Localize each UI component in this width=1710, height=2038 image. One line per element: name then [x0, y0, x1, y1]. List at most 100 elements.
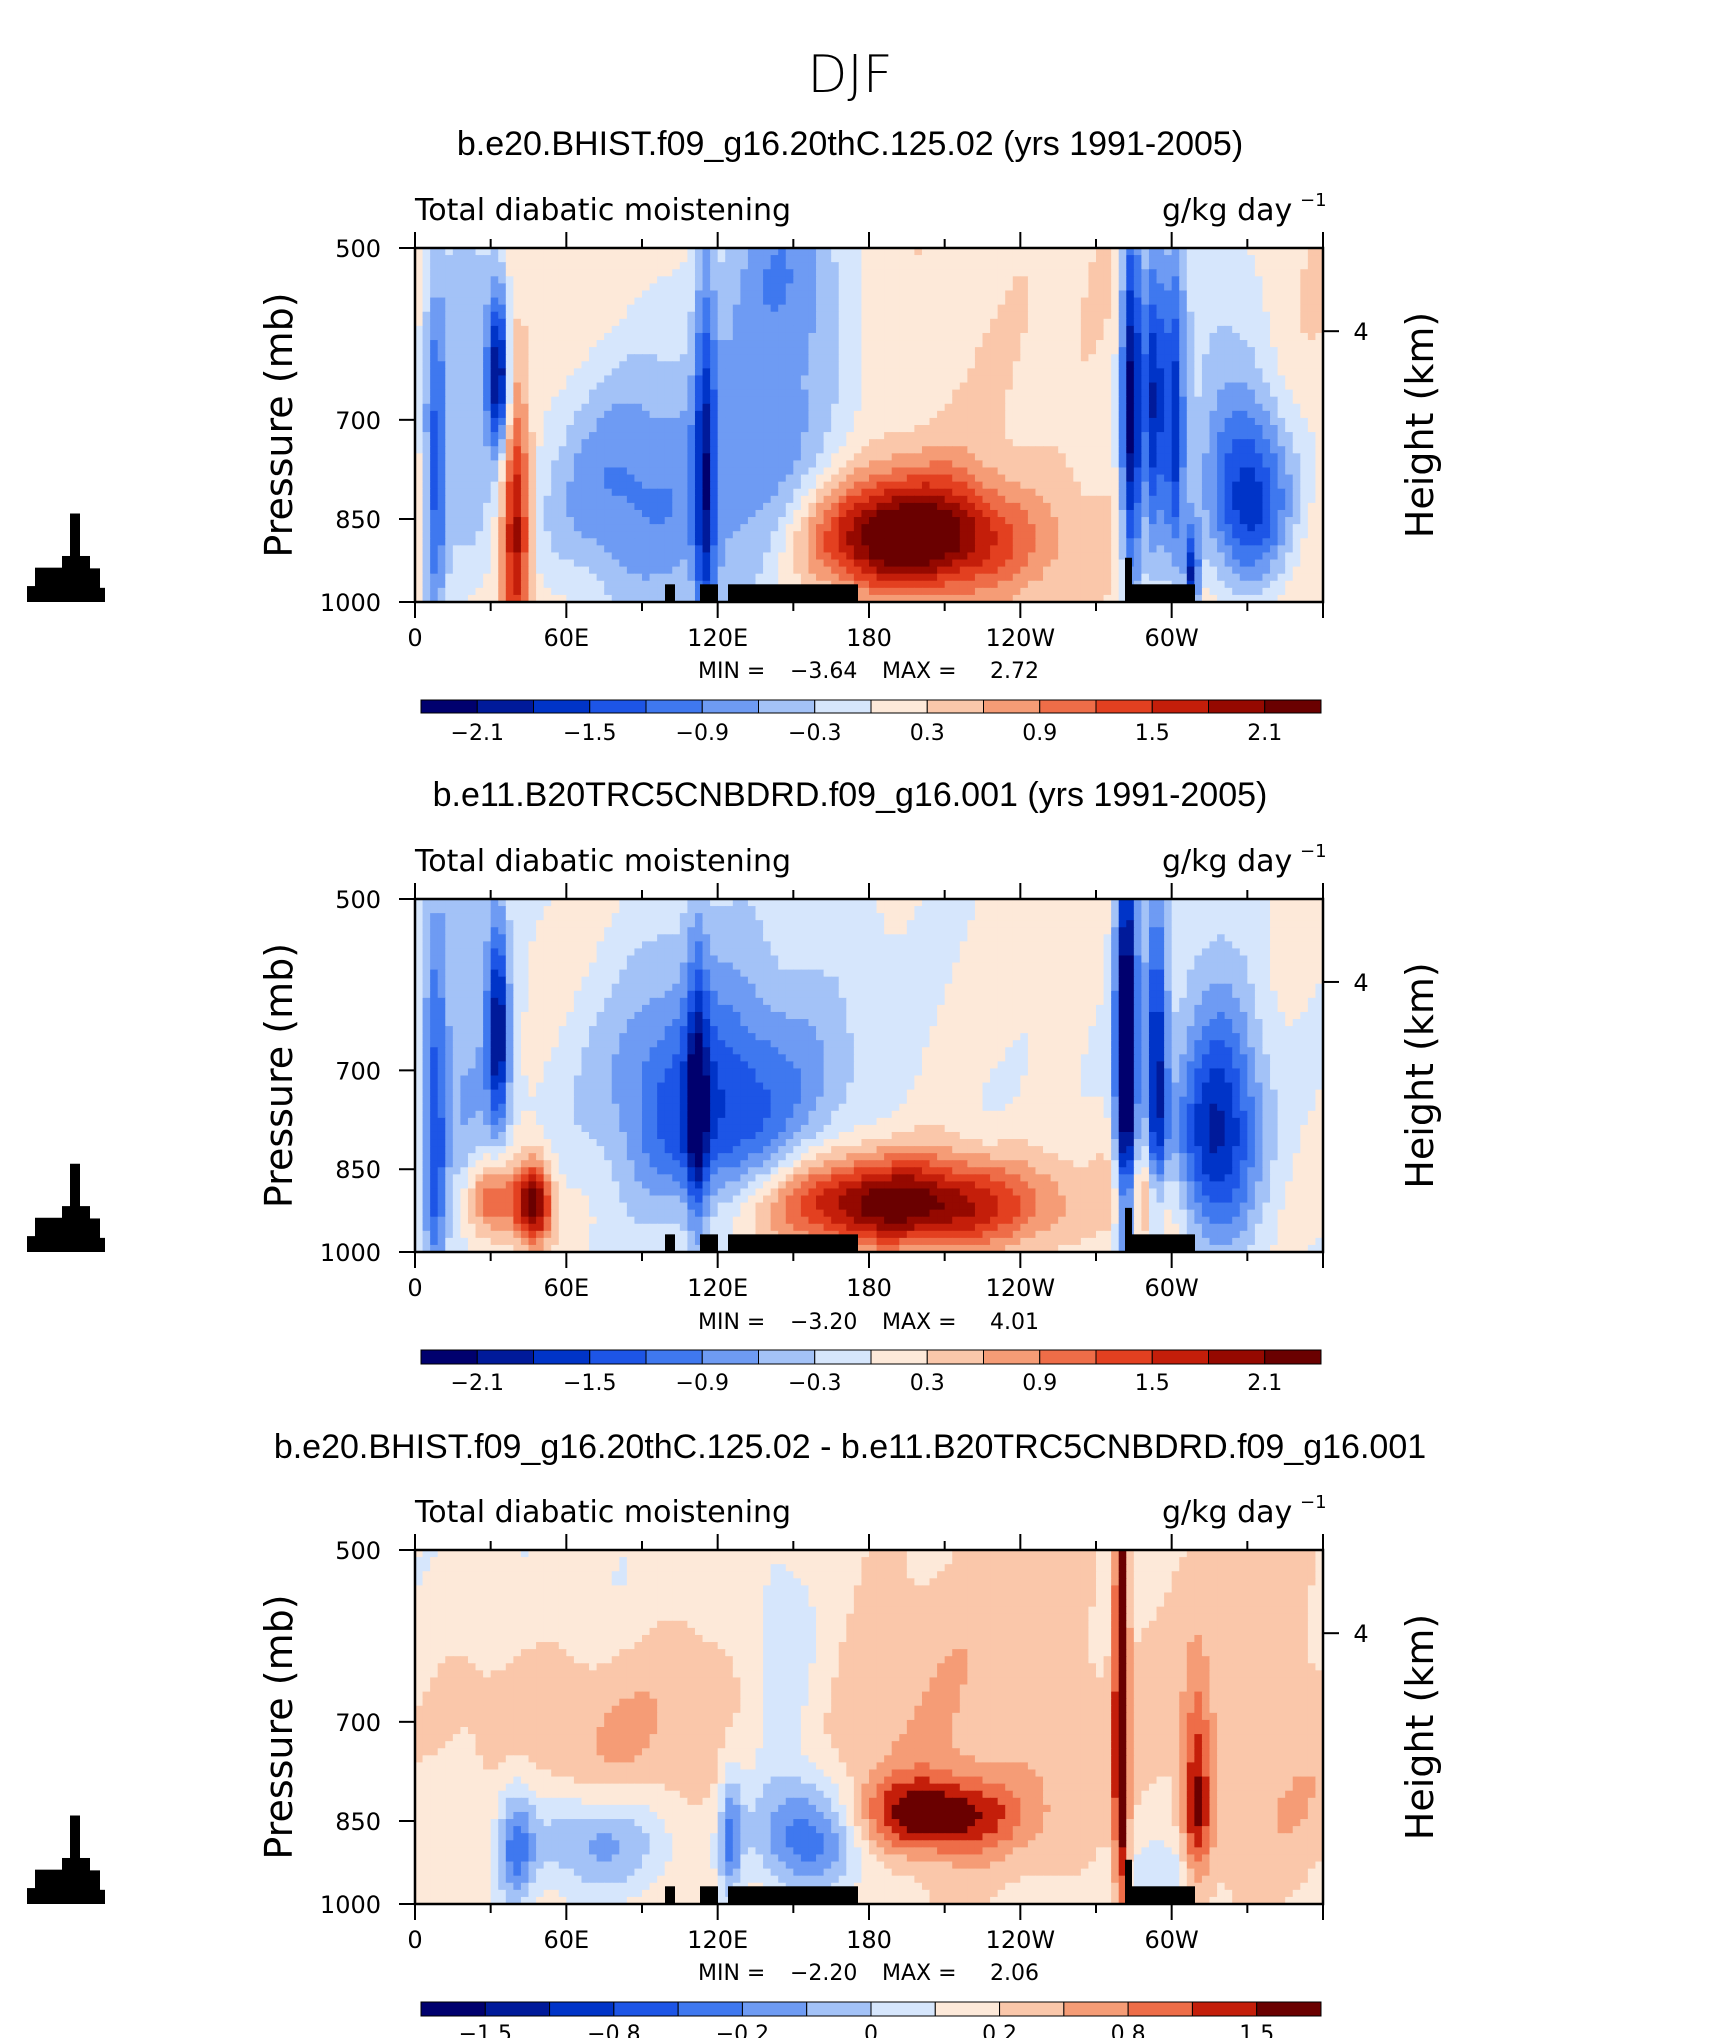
heatmap-cell	[770, 403, 779, 412]
heatmap-cell	[747, 297, 757, 306]
heatmap-cell	[467, 417, 477, 426]
heatmap-cell	[1065, 382, 1074, 391]
heatmap-cell	[929, 297, 938, 306]
heatmap-cell	[1118, 425, 1127, 433]
heatmap-cell	[1232, 396, 1241, 405]
heatmap-cell	[1012, 417, 1021, 426]
heatmap-cell	[1118, 262, 1127, 270]
heatmap-cell	[1262, 368, 1271, 377]
heatmap-cell	[899, 283, 908, 292]
heatmap-cell	[869, 425, 878, 433]
heatmap-cell	[1262, 283, 1271, 292]
heatmap-cell	[884, 325, 893, 334]
heatmap-cell	[740, 425, 749, 433]
heatmap-cell	[1012, 283, 1021, 292]
heatmap-cell	[838, 425, 847, 433]
heatmap-cell	[1005, 361, 1014, 369]
heatmap-cell	[1141, 361, 1150, 369]
heatmap-cell	[952, 460, 961, 469]
heatmap-cell	[604, 368, 613, 377]
heatmap-cell	[869, 488, 878, 497]
heatmap-cell	[1111, 290, 1120, 299]
heatmap-cell	[967, 495, 976, 504]
heatmap-cell	[1156, 410, 1165, 419]
heatmap-cell	[1224, 347, 1233, 355]
heatmap-cell	[732, 432, 741, 440]
heatmap-cell	[1043, 269, 1052, 277]
heatmap-cell	[634, 425, 643, 433]
heatmap-cell	[566, 325, 575, 334]
heatmap-cell	[581, 488, 590, 497]
heatmap-cell	[808, 318, 817, 327]
heatmap-cell	[430, 283, 439, 292]
heatmap-cell	[422, 354, 431, 362]
heatmap-cell	[694, 361, 704, 369]
heatmap-cell	[785, 502, 794, 511]
heatmap-cell	[1285, 410, 1294, 419]
heatmap-cell	[536, 517, 545, 525]
heatmap-cell	[1118, 446, 1127, 454]
heatmap-cell	[1239, 389, 1248, 398]
heatmap-cell	[1065, 340, 1074, 348]
heatmap-cell	[589, 340, 598, 348]
heatmap-cell	[1307, 474, 1317, 483]
heatmap-cell	[1073, 375, 1082, 384]
heatmap-cell	[672, 425, 681, 433]
heatmap-cell	[1141, 453, 1150, 461]
heatmap-cell	[1020, 502, 1029, 511]
heatmap-cell	[846, 276, 855, 284]
heatmap-cell	[1027, 446, 1037, 454]
heatmap-cell	[1111, 375, 1120, 384]
heatmap-cell	[831, 332, 840, 341]
heatmap-cell	[710, 509, 719, 518]
heatmap-cell	[1262, 488, 1271, 497]
heatmap-cell	[710, 488, 719, 497]
heatmap-cell	[415, 467, 424, 476]
heatmap-cell	[800, 304, 810, 313]
heatmap-cell	[1156, 495, 1165, 504]
heatmap-cell	[846, 531, 855, 539]
heatmap-cell	[543, 290, 552, 299]
heatmap-cell	[876, 417, 885, 426]
heatmap-cell	[853, 347, 863, 355]
heatmap-cell	[672, 481, 681, 490]
heatmap-cell	[1073, 396, 1082, 405]
heatmap-cell	[1050, 417, 1059, 426]
heatmap-cell	[1285, 283, 1294, 292]
heatmap-cell	[869, 467, 878, 476]
heatmap-cell	[823, 318, 832, 327]
heatmap-cell	[1027, 439, 1037, 447]
heatmap-cell	[1065, 361, 1074, 369]
heatmap-cell	[770, 283, 779, 292]
heatmap-cell	[1315, 283, 1324, 292]
heatmap-cell	[831, 509, 840, 518]
heatmap-cell	[1141, 347, 1150, 355]
heatmap-cell	[770, 396, 779, 405]
heatmap-cell	[604, 283, 613, 292]
heatmap-cell	[1073, 318, 1082, 327]
heatmap-cell	[967, 276, 976, 284]
heatmap-cell	[536, 375, 545, 384]
heatmap-cell	[899, 354, 908, 362]
heatmap-cell	[967, 340, 976, 348]
heatmap-cell	[1164, 347, 1173, 355]
heatmap-cell	[1141, 502, 1150, 511]
heatmap-cell	[1103, 453, 1112, 461]
heatmap-cell	[793, 396, 802, 405]
heatmap-cell	[800, 255, 810, 263]
heatmap-cell	[816, 255, 825, 263]
heatmap-cell	[785, 361, 794, 369]
heatmap-cell	[1027, 368, 1037, 377]
heatmap-cell	[1209, 439, 1218, 447]
heatmap-cell	[437, 262, 446, 270]
heatmap-cell	[785, 432, 794, 440]
heatmap-cell	[415, 453, 424, 461]
heatmap-cell	[937, 332, 946, 341]
heatmap-cell	[1080, 382, 1090, 391]
heatmap-cell	[974, 318, 984, 327]
heatmap-cell	[1270, 432, 1279, 440]
heatmap-cell	[899, 311, 908, 320]
heatmap-cell	[1307, 481, 1317, 490]
heatmap-cell	[1148, 340, 1158, 348]
heatmap-cell	[596, 538, 605, 546]
